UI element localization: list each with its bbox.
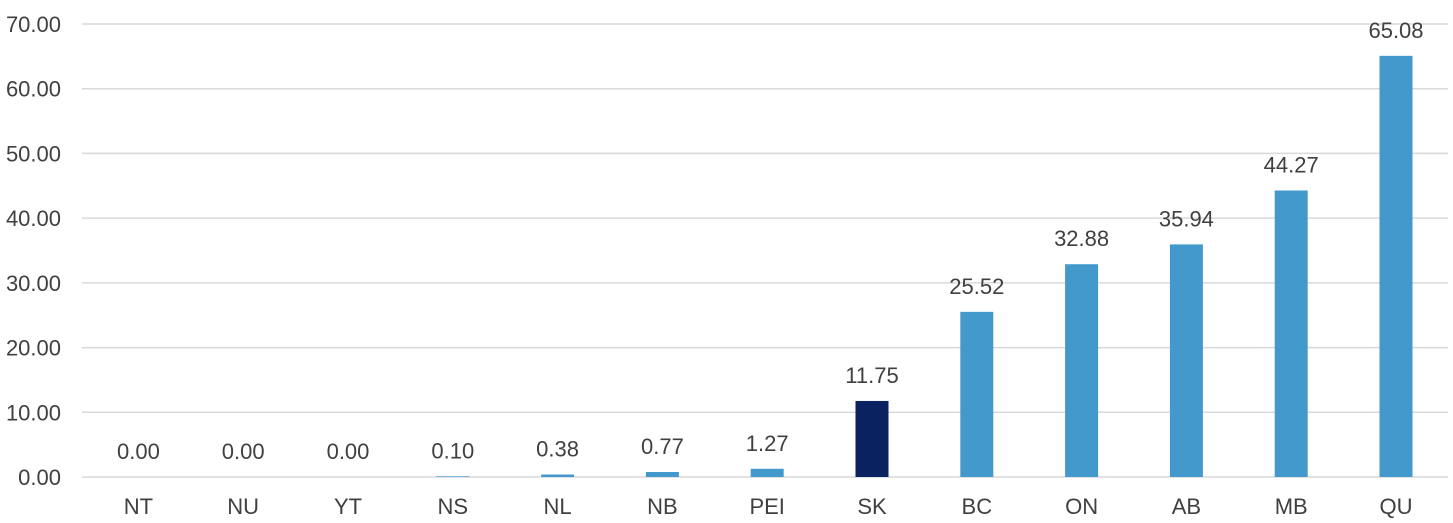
x-tick-label-qu: QU (1380, 494, 1413, 518)
y-axis-tick-labels: 0.00 10.00 20.00 30.00 40.00 50.00 60.00 70.00 (6, 12, 61, 490)
x-tick-label-sk: SK (857, 494, 887, 518)
data-label-nb: 0.77 (641, 434, 684, 459)
y-tick-label: 40.00 (6, 206, 61, 231)
data-label-bc: 25.52 (949, 274, 1004, 299)
y-tick-label: 60.00 (6, 77, 61, 102)
bar-ab (1169, 244, 1203, 477)
data-label-yt: 0.00 (327, 439, 370, 464)
bar-nl (541, 474, 575, 477)
data-label-ab: 35.94 (1159, 206, 1214, 231)
y-tick-label: 20.00 (6, 336, 61, 361)
bar-nb (645, 472, 679, 477)
x-tick-label-ab: AB (1172, 494, 1201, 518)
bar-sk (855, 400, 889, 477)
bar-mb (1274, 190, 1308, 477)
x-axis-tick-labels: NT NU YT NS NL NB PEI SK BC ON AB MB QU (124, 494, 1413, 519)
x-tick-label-ns: NS (438, 494, 469, 518)
y-tick-label: 10.00 (6, 400, 61, 425)
x-tick-label-nb: NB (647, 494, 678, 518)
y-tick-label: 30.00 (6, 271, 61, 296)
y-tick-label: 70.00 (6, 12, 61, 37)
data-label-nl: 0.38 (536, 437, 579, 462)
data-label-sk: 11.75 (845, 363, 898, 388)
x-tick-label-bc: BC (962, 494, 993, 518)
bar-ns (436, 476, 470, 477)
x-tick-label-on: ON (1065, 494, 1098, 518)
data-labels: 0.00 0.00 0.00 0.10 0.38 0.77 1.27 11.75 25.52 32… (117, 18, 1424, 464)
data-label-on: 32.88 (1054, 226, 1109, 251)
y-tick-label: 50.00 (6, 141, 61, 166)
x-tick-label-pei: PEI (749, 494, 784, 518)
bars (436, 55, 1413, 478)
bar-pei (750, 468, 784, 477)
x-tick-label-nu: NU (227, 494, 259, 518)
bar-bc (960, 311, 994, 477)
x-tick-label-nt: NT (124, 494, 153, 518)
data-label-ns: 0.10 (431, 438, 474, 463)
data-label-qu: 65.08 (1368, 18, 1423, 43)
x-tick-label-nl: NL (544, 494, 572, 518)
x-tick-label-mb: MB (1275, 494, 1308, 518)
data-label-nt: 0.00 (117, 439, 160, 464)
data-label-pei: 1.27 (746, 431, 789, 456)
data-label-mb: 44.27 (1264, 153, 1319, 178)
x-tick-label-yt: YT (334, 494, 362, 518)
bar-qu (1379, 55, 1413, 478)
data-label-nu: 0.00 (222, 439, 265, 464)
y-tick-label: 0.00 (18, 465, 61, 490)
bar-on (1065, 264, 1099, 477)
gridlines (82, 23, 1448, 478)
